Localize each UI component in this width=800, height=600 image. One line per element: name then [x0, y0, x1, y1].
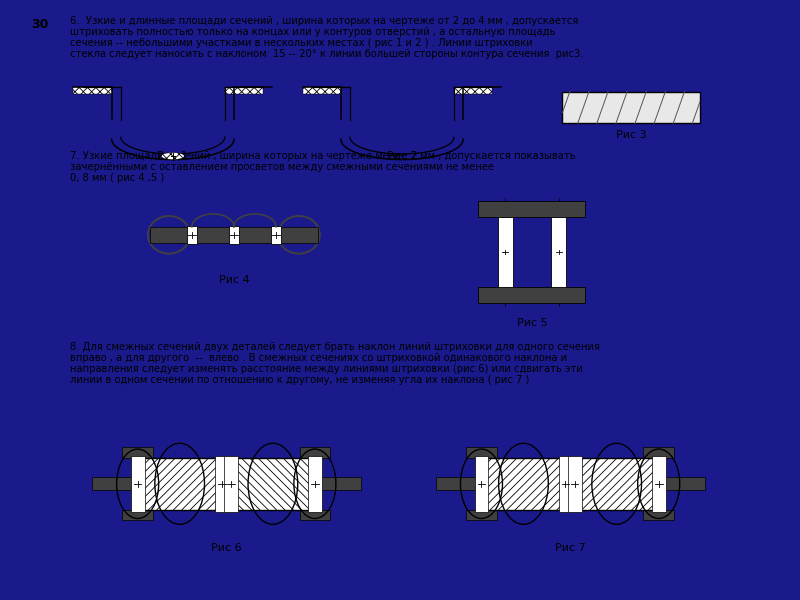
Bar	[568, 456, 582, 512]
Bar	[225, 87, 263, 94]
Text: 0, 8 мм ( рис 4 ,5 ): 0, 8 мм ( рис 4 ,5 )	[70, 173, 164, 183]
Bar	[150, 227, 318, 243]
Bar	[302, 87, 341, 94]
Bar	[308, 456, 322, 512]
Text: Рис 1: Рис 1	[158, 151, 188, 161]
Text: Рис 4: Рис 4	[218, 275, 250, 286]
Text: Рис 5: Рис 5	[517, 317, 547, 328]
Text: штриховать полностью только на концах или у контуров отверстий , а остальную пло: штриховать полностью только на концах ил…	[70, 27, 555, 37]
Bar	[498, 217, 513, 287]
Bar	[138, 458, 222, 510]
Bar	[229, 226, 239, 244]
Text: 8. Для смежных сечений двух деталей следует брать наклон линий штриховки для одн: 8. Для смежных сечений двух деталей след…	[70, 342, 600, 352]
Bar	[474, 456, 488, 512]
Bar	[122, 448, 153, 458]
Text: Рис 2: Рис 2	[386, 151, 418, 161]
Bar	[574, 458, 658, 510]
Text: линии в одном сечении по отношению к другому, не изменяя угла их наклона ( рис 7: линии в одном сечении по отношению к дру…	[70, 375, 529, 385]
Bar	[466, 510, 497, 520]
Bar	[122, 510, 153, 520]
Bar	[74, 87, 112, 94]
Bar	[92, 478, 361, 490]
Text: направления следует изменять расстояние между линиями штриховки (рис 6) или сдви: направления следует изменять расстояние …	[70, 364, 582, 374]
Bar	[478, 287, 586, 303]
Text: стекла следует наносить с наклоном  15 -- 20° к линии большей стороны контура се: стекла следует наносить с наклоном 15 --…	[70, 49, 583, 59]
Bar	[215, 456, 229, 512]
Bar	[558, 456, 572, 512]
Text: 7. Узкие площади сечений , ширина которых на чертеже менее 2 мм , допускается по: 7. Узкие площади сечений , ширина которы…	[70, 151, 575, 161]
Bar	[652, 456, 666, 512]
Bar	[300, 448, 330, 458]
Bar	[482, 458, 566, 510]
Text: Рис 7: Рис 7	[554, 544, 586, 553]
Ellipse shape	[162, 152, 184, 160]
Bar	[551, 217, 566, 287]
Bar	[224, 456, 238, 512]
Bar	[643, 448, 674, 458]
Bar	[562, 92, 700, 124]
Bar	[466, 448, 497, 458]
Bar	[436, 478, 705, 490]
Bar	[454, 87, 492, 94]
Text: Рис 6: Рис 6	[211, 544, 242, 553]
Bar	[478, 201, 586, 217]
Bar	[130, 456, 145, 512]
Text: вправо , а для другого  --  влево . В смежных сечениях со штриховкой одинакового: вправо , а для другого -- влево . В смеж…	[70, 353, 566, 363]
Text: сечения -- небольшими участками в нескольких местах ( рис 1 и 2 ) . Линии штрихо: сечения -- небольшими участками в нескол…	[70, 38, 532, 48]
Text: Рис 3: Рис 3	[616, 130, 646, 140]
Text: зачернёнными с оставлением просветов между смежными сечениями не менее: зачернёнными с оставлением просветов меж…	[70, 162, 494, 172]
Text: 6.  Узкие и длинные площади сечений , ширина которых на чертеже от 2 до 4 мм , д: 6. Узкие и длинные площади сечений , шир…	[70, 16, 578, 26]
Bar	[186, 226, 198, 244]
Bar	[231, 458, 315, 510]
Bar	[643, 510, 674, 520]
Bar	[270, 226, 282, 244]
Bar	[300, 510, 330, 520]
Text: 30: 30	[31, 17, 49, 31]
